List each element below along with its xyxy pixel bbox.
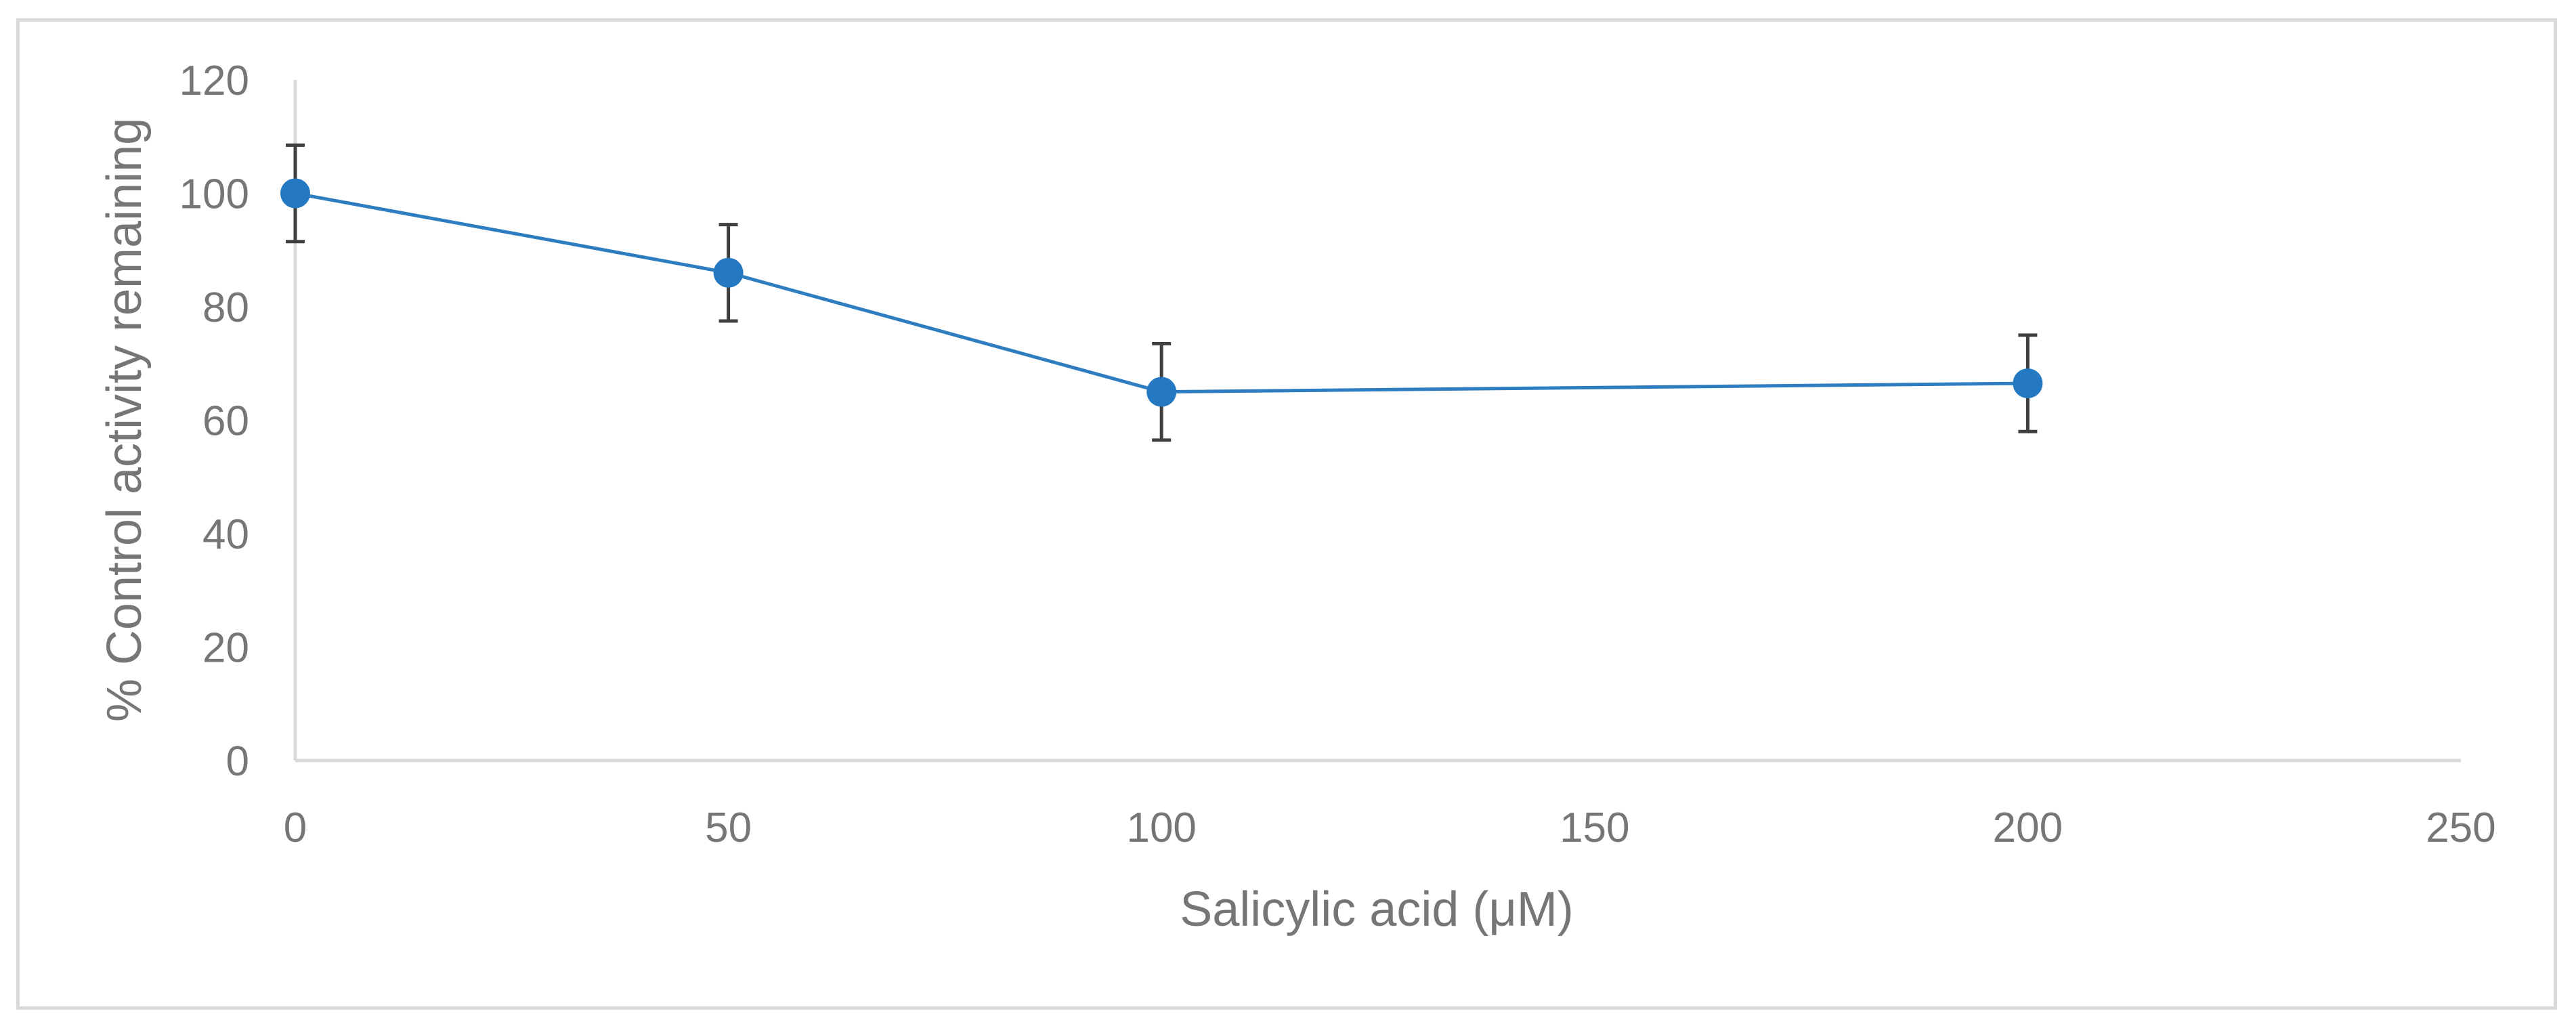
y-tick-label: 80 <box>202 284 249 331</box>
data-point <box>280 178 310 209</box>
x-tick-label: 0 <box>284 805 307 851</box>
y-tick-label: 0 <box>226 738 249 785</box>
y-tick-label: 40 <box>202 511 249 558</box>
y-axis-title: % Control activity remaining <box>98 118 152 722</box>
tick-labels: 0 50 100 150 200 250 0 20 40 60 80 100 120 <box>179 58 2496 851</box>
data-point <box>713 257 744 288</box>
series-line <box>295 192 2028 394</box>
x-tick-label: 50 <box>705 805 752 851</box>
x-axis-title: Salicylic acid (μM) <box>1180 882 1574 937</box>
axes <box>293 80 2461 763</box>
x-tick-label: 200 <box>1993 805 2063 851</box>
x-tick-label: 150 <box>1560 805 1629 851</box>
x-tick-label: 250 <box>2426 805 2495 851</box>
y-tick-label: 100 <box>179 171 249 218</box>
y-tick-label: 60 <box>202 398 249 445</box>
y-tick-label: 20 <box>202 625 249 672</box>
data-point <box>2013 368 2043 399</box>
data-series <box>280 143 2043 442</box>
chart-frame <box>16 18 2557 1010</box>
y-tick-label: 120 <box>179 58 249 104</box>
x-tick-label: 100 <box>1126 805 1196 851</box>
data-point <box>1146 377 1177 407</box>
